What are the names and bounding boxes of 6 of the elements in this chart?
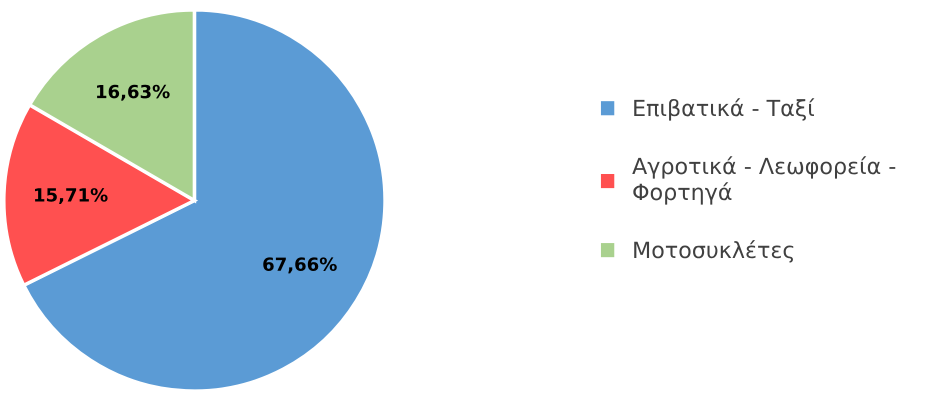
data-label: 67,66%	[263, 257, 337, 274]
legend-label: Μοτοσυκλέτες	[634, 240, 794, 263]
legend-label: Επιβατικά - Ταξί	[634, 98, 814, 121]
data-label: 16,63%	[97, 84, 170, 101]
legend-label: Αγροτικά - Λεωφορεία - Φορτηγά	[632, 156, 896, 205]
data-label: 15,71%	[35, 188, 108, 204]
